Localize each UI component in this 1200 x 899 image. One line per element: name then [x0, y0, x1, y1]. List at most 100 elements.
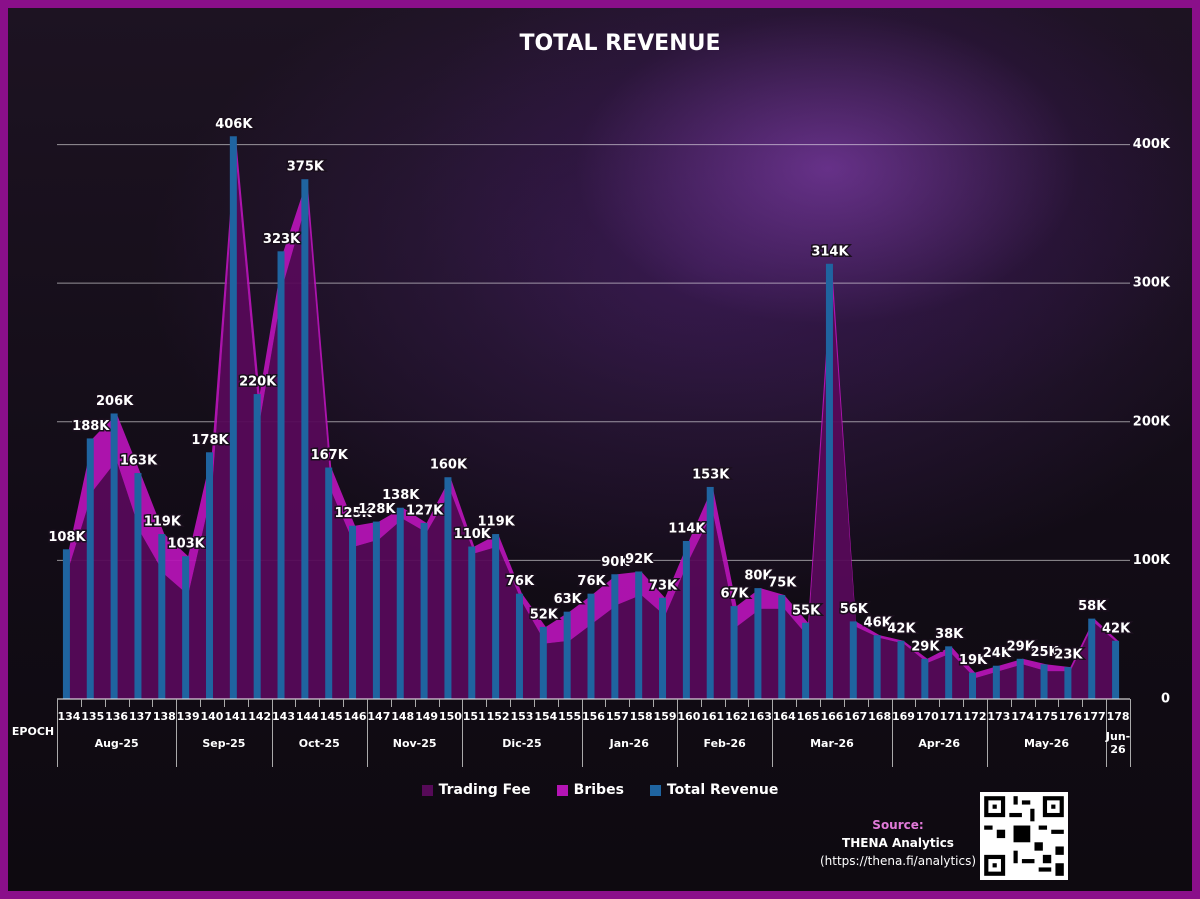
x-tick-label: 151: [462, 709, 486, 723]
x-tick-label: 144: [295, 709, 319, 723]
bar: [444, 477, 452, 699]
month-label: Oct-25: [298, 736, 340, 750]
data-label: 103K: [168, 537, 206, 552]
separator: [247, 699, 249, 707]
bar: [873, 635, 881, 699]
data-label: 163K: [120, 454, 158, 469]
x-tick-label: 145: [319, 709, 343, 723]
x-tick-label: 143: [272, 709, 295, 723]
data-label: 90K: [601, 555, 630, 570]
data-label: 314K: [811, 244, 849, 259]
data-label: 42K: [1102, 621, 1131, 636]
legend-label: Total Revenue: [666, 782, 779, 798]
bar: [301, 179, 309, 700]
month-label: Jan-26: [609, 736, 649, 750]
separator: [748, 699, 750, 707]
separator: [295, 699, 297, 707]
bar: [611, 574, 619, 699]
x-tick-label: 178: [1106, 709, 1130, 723]
x-tick-label: 163: [748, 709, 772, 723]
data-label: 375K: [287, 160, 325, 175]
bar: [754, 588, 762, 699]
data-label: 55K: [792, 603, 821, 618]
x-tick-label: 159: [653, 709, 677, 723]
data-label: 119K: [478, 515, 516, 530]
bar: [563, 611, 571, 699]
data-label: 153K: [692, 467, 730, 482]
qr-code: [980, 792, 1068, 880]
x-tick-label: 141: [224, 709, 248, 723]
x-tick-label: 148: [391, 709, 415, 723]
x-tick-label: 158: [629, 709, 653, 723]
bar: [825, 263, 833, 699]
separator: [176, 699, 178, 767]
separator: [1058, 699, 1060, 707]
bar: [539, 626, 547, 699]
month-label: Mar-26: [810, 736, 854, 750]
bar: [706, 486, 714, 699]
data-label: 220K: [239, 375, 277, 390]
legend-swatch: [649, 784, 661, 796]
legend-item: Bribes: [556, 782, 624, 798]
data-label: 119K: [144, 515, 182, 530]
month-label: Feb-26: [703, 736, 746, 750]
separator: [605, 699, 607, 707]
bar: [134, 473, 142, 699]
bar: [205, 452, 213, 699]
separator: [939, 699, 941, 707]
bar: [515, 593, 523, 699]
x-tick-label: 147: [367, 709, 391, 723]
bar: [992, 665, 1000, 699]
qr-pattern: [984, 796, 1064, 876]
bar: [1088, 618, 1096, 699]
month-label: Aug-25: [94, 736, 139, 750]
bar: [945, 646, 953, 699]
x-axis-label: EPOCH: [12, 725, 54, 738]
x-tick-label: 164: [772, 709, 796, 723]
separator: [700, 699, 702, 707]
separator: [271, 699, 273, 767]
x-tick-label: 176: [1058, 709, 1082, 723]
separator: [533, 699, 535, 707]
separator: [581, 699, 583, 767]
source-url: (https://thena.fi/analytics): [819, 854, 977, 868]
bar: [1016, 658, 1024, 699]
y-tick-label: 200K: [1133, 414, 1171, 429]
x-tick-label: 134: [57, 709, 81, 723]
separator: [820, 699, 822, 707]
month-label: May-26: [1023, 736, 1070, 750]
separator: [200, 699, 202, 707]
separator: [963, 699, 965, 707]
separator: [80, 699, 82, 707]
data-label: 128K: [358, 502, 396, 517]
data-label: 75K: [768, 576, 797, 591]
separator: [1106, 699, 1108, 767]
data-label: 108K: [48, 530, 86, 545]
bar: [730, 606, 738, 699]
bar: [1064, 667, 1072, 699]
data-label: 167K: [311, 448, 349, 463]
separator: [1034, 699, 1036, 707]
y-tick-label: 100K: [1133, 553, 1171, 568]
separator: [1082, 699, 1084, 707]
data-label: 206K: [96, 394, 134, 409]
y-tick-label: 300K: [1133, 276, 1171, 291]
chart: TOTAL REVENUE EPOCH 0 100K 200K 300K 400K 108…: [12, 31, 1171, 738]
separator: [57, 699, 58, 767]
data-label: 76K: [506, 574, 535, 589]
data-label: 38K: [935, 627, 964, 642]
month-label: Sep-25: [202, 736, 246, 750]
data-label: 29K: [1007, 639, 1036, 654]
bar: [778, 595, 786, 699]
separator: [986, 699, 988, 767]
data-label: 19K: [959, 653, 988, 668]
x-tick-label: 156: [582, 709, 605, 723]
x-tick-label: 140: [200, 709, 224, 723]
bar: [587, 593, 595, 699]
x-tick-label: 142: [248, 709, 272, 723]
source-name: THENA Analytics: [842, 836, 954, 850]
bar: [62, 549, 70, 699]
separator: [152, 699, 154, 707]
x-tick-label: 154: [534, 709, 558, 723]
bar: [969, 672, 977, 699]
